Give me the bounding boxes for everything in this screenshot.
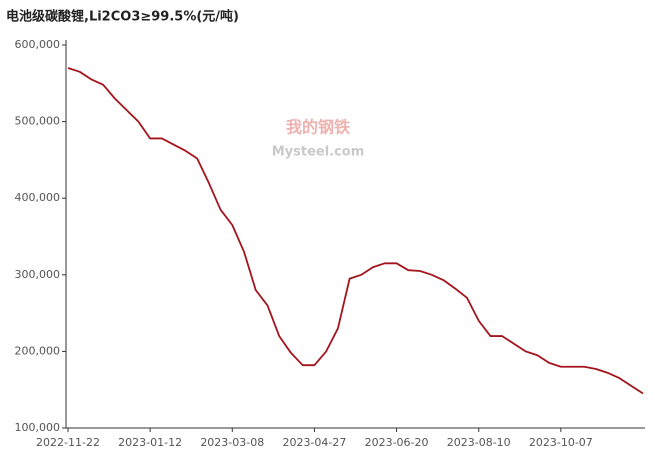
line-series [67,67,644,395]
y-tick-label: 300,000 [15,268,61,281]
x-tick-label: 2023-03-08 [200,436,264,449]
y-tick-label: 600,000 [15,38,61,51]
x-tick-label: 2023-10-07 [529,436,593,449]
x-tick-label: 2022-11-22 [36,436,100,449]
watermark-logo: 我的钢铁 [286,118,350,137]
chart-title: 电池级碳酸锂,Li2CO3≥99.5%(元/吨) [6,9,239,25]
y-tick-label: 500,000 [15,115,61,128]
x-tick-label: 2023-08-10 [447,436,511,449]
x-tick-label: 2023-06-20 [365,436,429,449]
watermark-text: Mysteel.com [272,145,365,160]
x-tick-label: 2023-01-12 [118,436,182,449]
y-tick-label: 400,000 [15,191,61,204]
y-tick-label: 200,000 [15,344,61,357]
x-tick-label: 2023-04-27 [282,436,346,449]
y-tick-label: 100,000 [15,421,61,434]
